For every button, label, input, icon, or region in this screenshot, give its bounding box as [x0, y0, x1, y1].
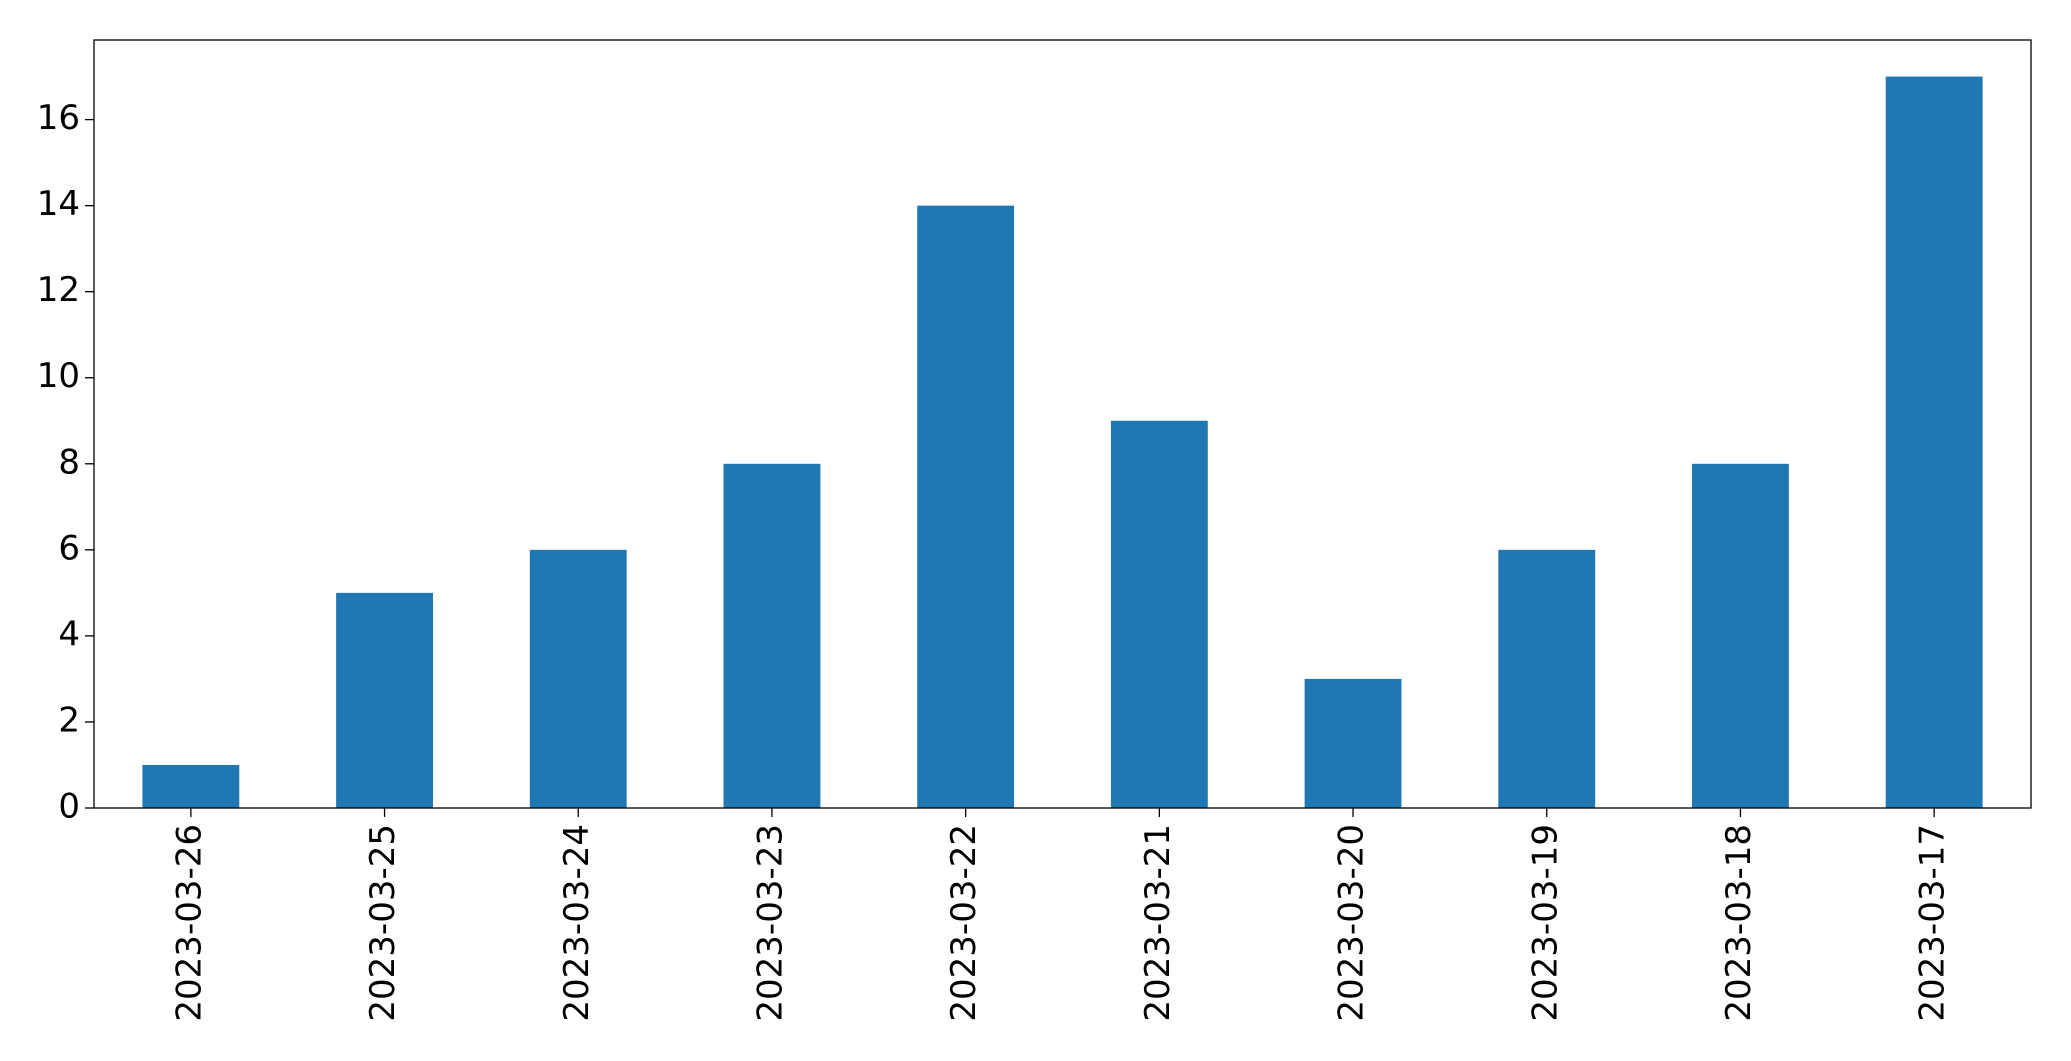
bar [529, 549, 627, 808]
bar [917, 205, 1015, 808]
y-tick-label: 6 [58, 528, 80, 568]
bar [1110, 420, 1208, 808]
y-tick-label: 4 [58, 614, 80, 654]
x-tick-label: 2023-03-22 [944, 824, 984, 1022]
bar [1304, 678, 1402, 808]
x-tick-label: 2023-03-17 [1913, 824, 1953, 1022]
x-tick-label: 2023-03-23 [750, 824, 790, 1022]
bar [142, 764, 240, 808]
y-tick-label: 0 [58, 787, 80, 827]
y-tick-label: 16 [37, 98, 80, 138]
y-tick-label: 14 [37, 184, 80, 224]
y-tick-label: 12 [37, 270, 80, 310]
bar [1885, 76, 1983, 809]
bar [1692, 463, 1789, 808]
y-tick-label: 10 [37, 356, 80, 396]
y-tick-label: 2 [58, 700, 80, 740]
x-tick-label: 2023-03-26 [169, 824, 209, 1022]
plot-frame [93, 39, 2032, 809]
x-tick-label: 2023-03-21 [1138, 824, 1178, 1022]
x-tick-label: 2023-03-18 [1719, 824, 1759, 1022]
y-tick-label: 8 [58, 442, 80, 482]
x-tick-label: 2023-03-20 [1332, 824, 1372, 1022]
x-tick-label: 2023-03-24 [557, 824, 597, 1022]
x-tick-label: 2023-03-19 [1525, 824, 1565, 1022]
x-tick-label: 2023-03-25 [363, 824, 403, 1022]
bar [1498, 549, 1596, 808]
bar [336, 592, 433, 808]
bar [723, 463, 821, 808]
